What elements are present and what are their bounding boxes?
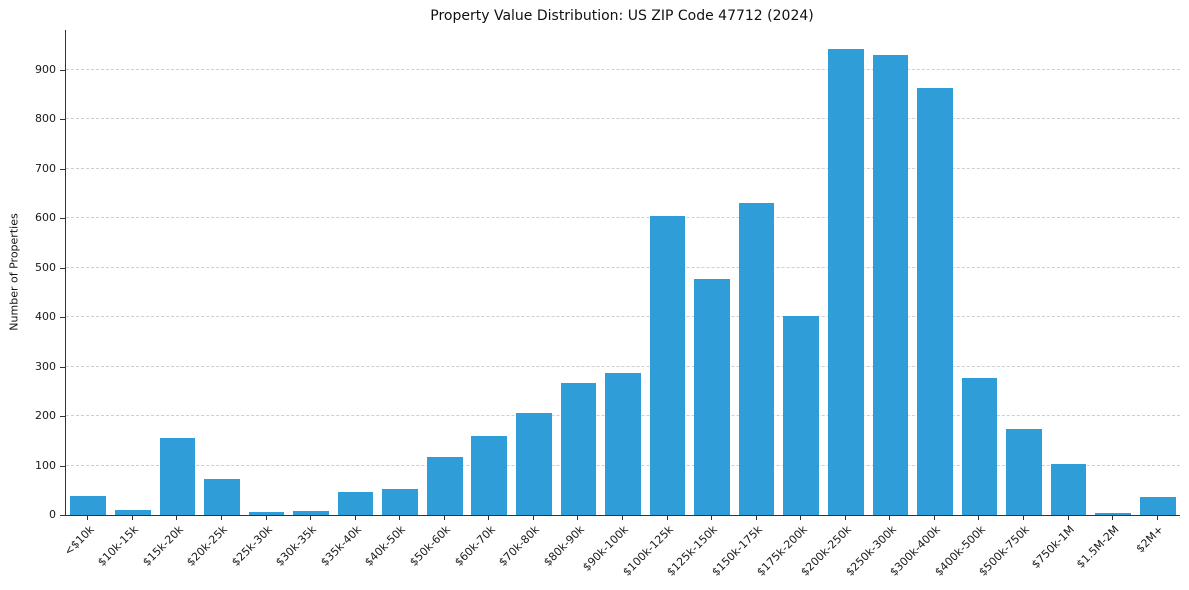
bar bbox=[649, 216, 686, 515]
x-tick-mark bbox=[800, 515, 802, 520]
x-tick-label: $2M+ bbox=[1133, 523, 1166, 556]
x-tick-label: $15k-20k bbox=[139, 523, 186, 569]
y-tick-label: 300 bbox=[35, 359, 56, 373]
x-tick-mark bbox=[978, 515, 980, 520]
gridline bbox=[66, 68, 1180, 70]
x-tick-mark bbox=[1112, 515, 1114, 520]
bar bbox=[1006, 428, 1042, 515]
y-tick-mark bbox=[60, 416, 65, 418]
y-tick-mark bbox=[60, 465, 65, 467]
bar bbox=[293, 511, 329, 515]
x-tick-label: $80k-90k bbox=[540, 523, 587, 569]
bar bbox=[204, 478, 240, 515]
x-tick-mark bbox=[1067, 515, 1069, 520]
gridline bbox=[66, 217, 1180, 219]
x-tick-mark bbox=[666, 515, 668, 520]
y-tick-mark bbox=[60, 366, 65, 368]
bar bbox=[1095, 512, 1131, 515]
y-tick-mark bbox=[60, 317, 65, 319]
y-tick-mark bbox=[60, 267, 65, 269]
bar bbox=[115, 510, 151, 515]
bar bbox=[426, 456, 463, 515]
x-tick-mark bbox=[87, 515, 89, 520]
x-tick-label: $70k-80k bbox=[496, 523, 543, 569]
bar bbox=[605, 373, 641, 515]
y-tick-label: 100 bbox=[35, 458, 56, 472]
x-tick-mark bbox=[1023, 515, 1025, 520]
y-tick-mark bbox=[60, 119, 65, 121]
bar bbox=[827, 49, 864, 515]
x-tick-mark bbox=[532, 515, 534, 520]
chart-title: Property Value Distribution: US ZIP Code… bbox=[430, 8, 814, 24]
x-tick-mark bbox=[755, 515, 757, 520]
x-tick-label: $60k-70k bbox=[451, 523, 498, 569]
x-tick-label: $40k-50k bbox=[362, 523, 409, 569]
bar bbox=[1050, 464, 1087, 515]
bar bbox=[1139, 497, 1176, 515]
y-tick-label: 700 bbox=[35, 161, 56, 175]
gridline bbox=[66, 266, 1180, 268]
x-tick-mark bbox=[1156, 515, 1158, 520]
y-tick-label: 600 bbox=[35, 211, 56, 225]
bar bbox=[560, 383, 597, 515]
gridline bbox=[66, 365, 1180, 367]
y-tick-mark bbox=[60, 218, 65, 220]
x-tick-mark bbox=[622, 515, 623, 520]
gridline bbox=[66, 316, 1180, 318]
x-tick-mark bbox=[310, 515, 312, 520]
x-tick-mark bbox=[844, 515, 846, 520]
x-tick-mark bbox=[711, 515, 713, 520]
x-tick-label: $10k-15k bbox=[95, 523, 142, 569]
x-tick-mark bbox=[889, 515, 891, 520]
x-tick-label: $30k-35k bbox=[273, 523, 320, 569]
bar bbox=[382, 488, 419, 515]
y-tick-label: 500 bbox=[35, 260, 56, 274]
plot-area bbox=[65, 30, 1180, 516]
bar bbox=[516, 412, 552, 515]
y-tick-label: 0 bbox=[49, 508, 56, 521]
bar bbox=[471, 435, 508, 515]
y-tick-mark bbox=[60, 515, 65, 516]
gridline bbox=[66, 167, 1180, 169]
x-tick-mark bbox=[265, 515, 267, 520]
x-tick-mark bbox=[399, 515, 401, 520]
x-tick-label: $35k-40k bbox=[318, 523, 364, 569]
bar bbox=[872, 55, 909, 515]
bar bbox=[70, 496, 107, 515]
bar bbox=[159, 437, 196, 515]
x-tick-label: <$10k bbox=[61, 523, 97, 559]
y-tick-label: 800 bbox=[35, 112, 56, 126]
x-tick-label: $25k-30k bbox=[228, 523, 275, 569]
y-tick-mark bbox=[60, 69, 65, 71]
x-tick-mark bbox=[176, 515, 178, 520]
x-tick-mark bbox=[488, 515, 490, 520]
x-tick-mark bbox=[354, 515, 356, 520]
x-tick-label: $50k-60k bbox=[407, 523, 453, 569]
bar bbox=[738, 202, 775, 515]
x-tick-mark bbox=[577, 515, 579, 520]
y-tick-label: 400 bbox=[35, 310, 56, 324]
x-tick-mark bbox=[131, 515, 133, 520]
bar bbox=[694, 279, 730, 515]
y-tick-mark bbox=[60, 168, 65, 170]
x-tick-label: $750k-1M bbox=[1028, 523, 1077, 571]
y-tick-label: 200 bbox=[35, 409, 56, 423]
bar bbox=[783, 315, 820, 515]
y-tick-label: 900 bbox=[35, 62, 56, 76]
x-tick-label: $1.5M-2M bbox=[1073, 523, 1122, 571]
bar bbox=[917, 88, 953, 515]
bar bbox=[961, 378, 998, 515]
gridline bbox=[66, 118, 1180, 120]
x-tick-label: $20k-25k bbox=[184, 523, 231, 569]
bar bbox=[337, 491, 374, 515]
x-tick-mark bbox=[443, 515, 445, 520]
x-tick-mark bbox=[933, 515, 935, 520]
x-tick-mark bbox=[220, 515, 222, 520]
bar bbox=[248, 512, 285, 515]
